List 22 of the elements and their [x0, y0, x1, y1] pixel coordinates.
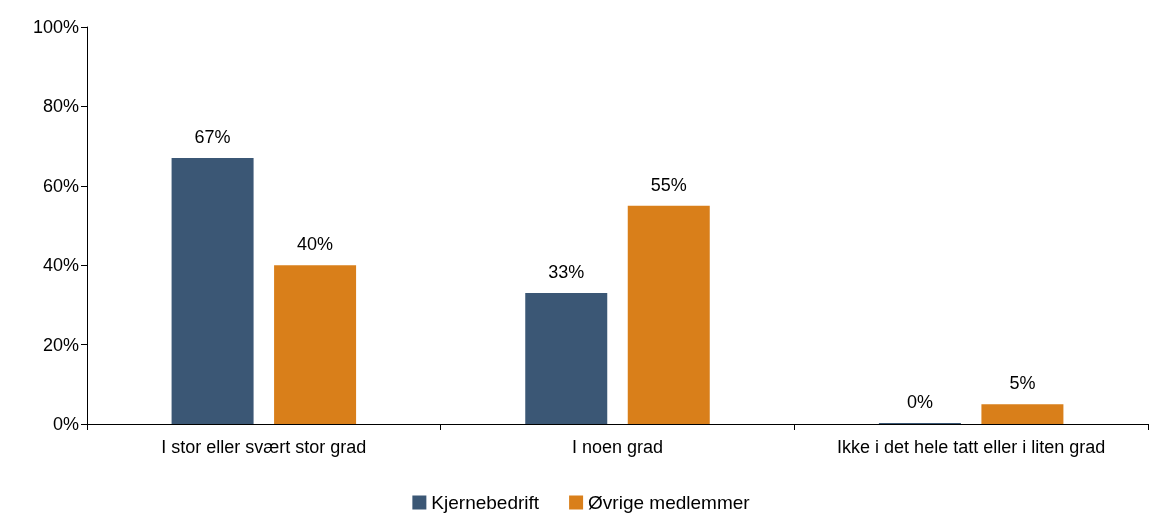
data-label: 0% — [906, 392, 933, 412]
legend-label: Øvrige medlemmer — [588, 492, 751, 513]
data-label: 67% — [194, 127, 231, 148]
legend-label: Kjernebedrift — [431, 492, 540, 513]
data-label: 5% — [1009, 373, 1036, 394]
x-tick-label: I stor eller svært stor grad — [161, 437, 367, 457]
x-tick-label: Ikke i det hele tatt eller i liten grad — [837, 437, 1106, 457]
data-label: 55% — [650, 174, 687, 195]
x-tick-label: I noen grad — [571, 437, 664, 457]
bar — [171, 158, 254, 424]
bar — [274, 265, 357, 424]
bar — [525, 292, 608, 424]
y-tick-label: 0% — [52, 414, 79, 434]
bar — [981, 404, 1064, 424]
y-tick-label: 20% — [42, 334, 79, 355]
y-tick-label: 40% — [42, 255, 79, 276]
bar — [627, 205, 710, 424]
data-label: 33% — [548, 261, 585, 282]
y-tick-label: 100% — [32, 17, 79, 37]
y-tick-label: 60% — [42, 175, 79, 196]
y-tick-label: 80% — [42, 96, 79, 117]
data-label: 40% — [297, 234, 334, 255]
